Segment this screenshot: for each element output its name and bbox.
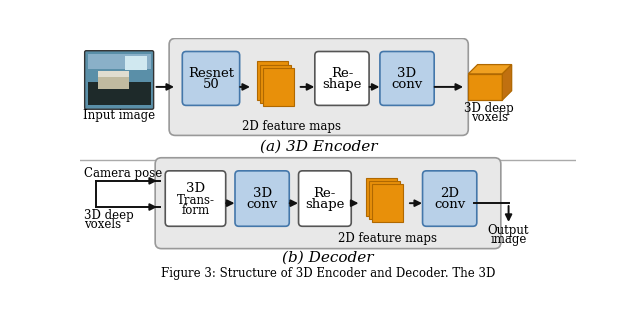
Text: conv: conv [246,198,278,211]
Text: 3D: 3D [186,182,205,195]
FancyBboxPatch shape [169,38,468,135]
FancyBboxPatch shape [155,158,501,249]
Text: 3D: 3D [397,67,417,80]
FancyBboxPatch shape [84,51,154,109]
Text: 3D deep: 3D deep [465,102,514,115]
Polygon shape [502,65,511,100]
FancyBboxPatch shape [422,171,477,226]
Text: Output: Output [488,224,529,237]
Text: form: form [181,204,209,217]
Bar [125,56,147,70]
Bar [88,82,150,105]
Text: 2D feature maps: 2D feature maps [338,232,437,245]
Text: conv: conv [434,198,465,211]
Bar [98,74,129,89]
Text: (a) 3D Encoder: (a) 3D Encoder [260,139,378,153]
Text: Resnet: Resnet [188,67,234,80]
Text: Re-: Re- [314,187,336,200]
FancyBboxPatch shape [298,171,351,226]
FancyBboxPatch shape [380,52,434,105]
Text: Trans-: Trans- [177,194,214,207]
Text: voxels: voxels [470,111,508,124]
Text: (b) Decoder: (b) Decoder [282,251,374,265]
Text: conv: conv [392,78,422,91]
Bar [98,71,129,77]
FancyBboxPatch shape [366,178,397,216]
Text: Input image: Input image [83,109,155,122]
FancyBboxPatch shape [260,65,291,103]
Polygon shape [468,65,511,74]
FancyBboxPatch shape [468,74,502,100]
Text: Re-: Re- [331,67,353,80]
Text: image: image [490,233,527,246]
FancyBboxPatch shape [235,171,289,226]
Text: voxels: voxels [84,218,121,231]
Text: Figure 3: Structure of 3D Encoder and Decoder. The 3D: Figure 3: Structure of 3D Encoder and De… [161,267,495,280]
Text: 2D: 2D [440,187,459,200]
Bar [88,54,150,69]
FancyBboxPatch shape [182,52,239,105]
Text: Camera pose: Camera pose [84,167,162,180]
Text: 3D: 3D [253,187,272,200]
Text: 3D deep: 3D deep [84,209,134,222]
FancyBboxPatch shape [369,181,400,219]
FancyBboxPatch shape [165,171,226,226]
FancyBboxPatch shape [372,184,403,222]
FancyBboxPatch shape [257,61,288,100]
FancyBboxPatch shape [315,52,369,105]
Text: shape: shape [323,78,362,91]
FancyBboxPatch shape [263,68,294,106]
Text: shape: shape [305,198,344,211]
Text: 50: 50 [203,78,220,91]
Text: 2D feature maps: 2D feature maps [242,120,341,133]
